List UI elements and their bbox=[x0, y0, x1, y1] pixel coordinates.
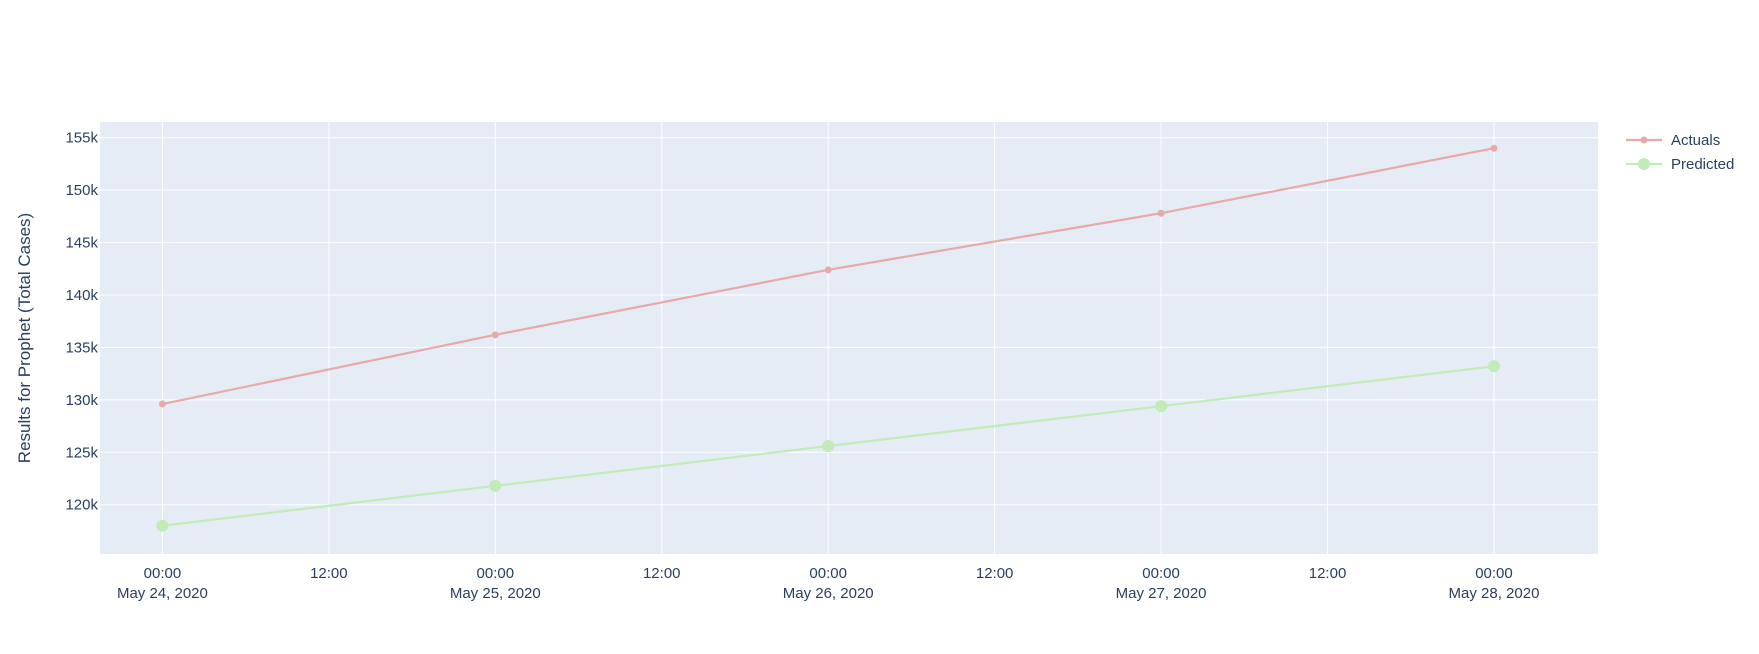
x-tick-label: 12:00 bbox=[1309, 565, 1347, 582]
x-tick-date-label: May 24, 2020 bbox=[117, 585, 208, 602]
plot-background bbox=[100, 122, 1598, 554]
legend-label: Predicted bbox=[1671, 156, 1734, 173]
data-point-actuals[interactable] bbox=[491, 331, 499, 339]
x-axis-ticks: 00:00 May 24, 2020 12:00 00:00 May 25, 2020 1… bbox=[117, 565, 1539, 602]
legend[interactable]: Actuals Predicted bbox=[1626, 132, 1734, 173]
y-tick-label: 135k bbox=[65, 339, 98, 356]
y-tick-label: 150k bbox=[65, 182, 98, 199]
legend-item-predicted[interactable]: Predicted bbox=[1626, 156, 1734, 173]
data-point-actuals[interactable] bbox=[158, 400, 166, 408]
x-tick-date-label: May 28, 2020 bbox=[1449, 585, 1540, 602]
x-tick-label: 00:00 bbox=[809, 565, 847, 582]
legend-item-actuals[interactable]: Actuals bbox=[1626, 132, 1720, 149]
x-tick-label: 00:00 bbox=[1475, 565, 1513, 582]
x-tick-label: 00:00 bbox=[144, 565, 182, 582]
series-predicted bbox=[156, 360, 1500, 532]
legend-swatch-marker bbox=[1640, 136, 1648, 144]
y-axis-ticks: 120k 125k 130k 135k 140k 145k 150k 155k bbox=[65, 130, 98, 514]
y-tick-label: 120k bbox=[65, 497, 98, 514]
data-point-predicted[interactable] bbox=[489, 479, 502, 492]
series-layer bbox=[156, 144, 1500, 532]
x-tick-date-label: May 26, 2020 bbox=[783, 585, 874, 602]
y-tick-label: 145k bbox=[65, 235, 98, 252]
x-tick-date-label: May 27, 2020 bbox=[1116, 585, 1207, 602]
legend-swatch-marker bbox=[1638, 158, 1650, 170]
y-tick-label: 155k bbox=[65, 130, 98, 147]
y-tick-label: 130k bbox=[65, 392, 98, 409]
data-point-actuals[interactable] bbox=[824, 266, 832, 274]
y-axis-label: Results for Prophet (Total Cases) bbox=[15, 213, 34, 463]
x-tick-label: 00:00 bbox=[1142, 565, 1180, 582]
data-point-predicted[interactable] bbox=[1487, 360, 1500, 373]
series-actuals bbox=[158, 144, 1498, 408]
x-tick-label: 00:00 bbox=[477, 565, 515, 582]
data-point-predicted[interactable] bbox=[1155, 400, 1168, 413]
y-gridlines bbox=[100, 137, 1598, 506]
x-tick-label: 12:00 bbox=[643, 565, 681, 582]
x-tick-label: 12:00 bbox=[976, 565, 1014, 582]
x-gridlines bbox=[161, 122, 1495, 554]
y-tick-label: 140k bbox=[65, 287, 98, 304]
data-point-predicted[interactable] bbox=[156, 519, 169, 532]
legend-label: Actuals bbox=[1671, 132, 1720, 149]
data-point-actuals[interactable] bbox=[1157, 209, 1165, 217]
x-tick-date-label: May 25, 2020 bbox=[450, 585, 541, 602]
y-tick-label: 125k bbox=[65, 444, 98, 461]
data-point-actuals[interactable] bbox=[1490, 144, 1498, 152]
x-tick-label: 12:00 bbox=[310, 565, 348, 582]
data-point-predicted[interactable] bbox=[822, 440, 835, 452]
